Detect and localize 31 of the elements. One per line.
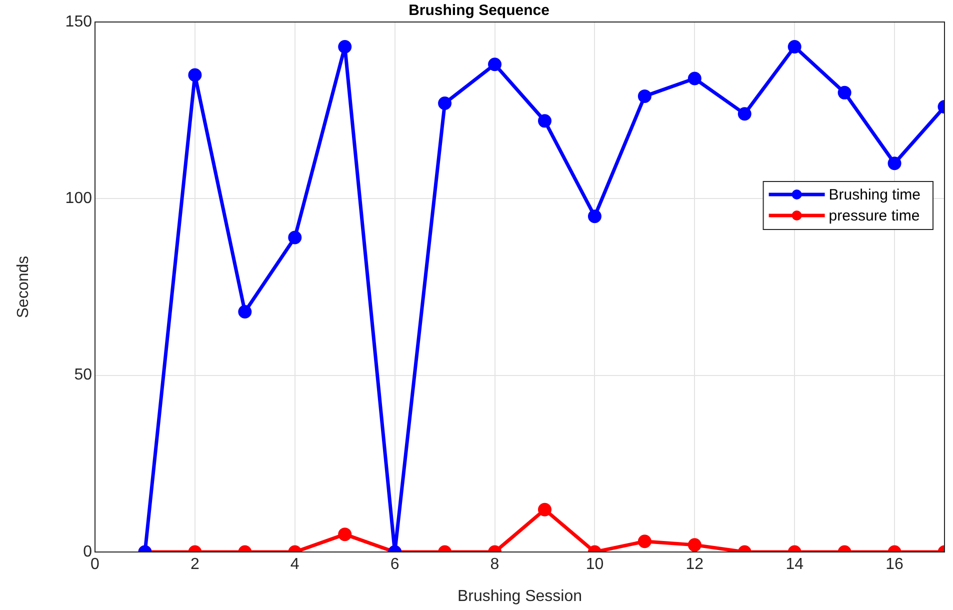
point — [888, 156, 902, 170]
x-tick-label: 16 — [886, 556, 904, 574]
point — [238, 304, 252, 318]
x-tick-label: 6 — [390, 556, 400, 574]
point — [188, 68, 202, 82]
y-tick-label: 0 — [83, 543, 92, 560]
point — [488, 58, 502, 72]
y-tick-label: 50 — [74, 366, 92, 384]
point — [538, 114, 552, 128]
x-tick-label: 2 — [190, 556, 200, 574]
point — [788, 40, 802, 54]
x-axis-title: Brushing Session — [457, 588, 582, 605]
x-tick-label: 10 — [586, 556, 604, 574]
point — [638, 89, 652, 103]
point — [438, 96, 452, 110]
x-tick-label: 8 — [490, 556, 500, 574]
point — [588, 210, 602, 224]
point — [838, 86, 852, 100]
chart-title: Brushing Sequence — [408, 2, 550, 20]
point — [338, 40, 352, 54]
x-tick-label: 4 — [290, 556, 300, 574]
legend-label: Brushing time — [828, 186, 921, 204]
point — [688, 72, 702, 86]
x-tick-label: 14 — [786, 556, 804, 574]
point — [288, 230, 302, 244]
point — [738, 107, 752, 121]
x-tick-label: 12 — [686, 556, 704, 574]
legend-label: pressure time — [828, 208, 920, 225]
y-tick-label: 100 — [65, 190, 92, 208]
y-tick-label: 150 — [65, 13, 92, 30]
y-axis-title: Seconds — [15, 256, 32, 318]
